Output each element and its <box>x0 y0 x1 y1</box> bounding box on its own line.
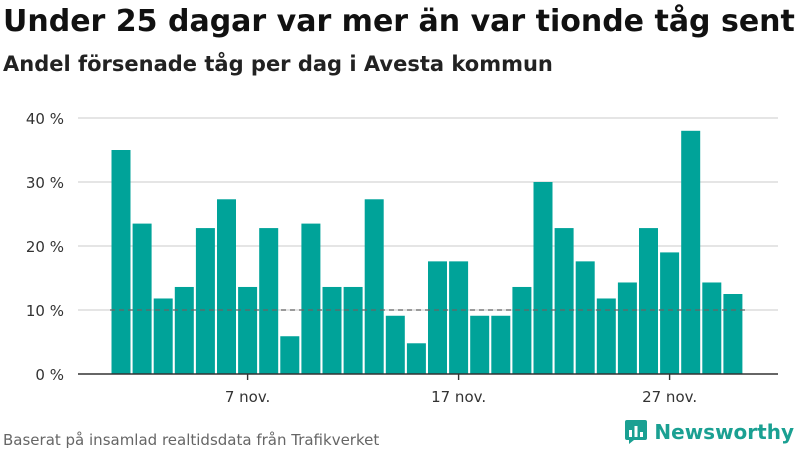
bar <box>491 315 511 374</box>
bar <box>470 315 490 374</box>
brand-logo: Newsworthy <box>624 419 794 445</box>
bar <box>512 286 532 374</box>
bar <box>322 286 342 374</box>
x-tick-labels: 7 nov. 17 nov. 27 nov. <box>225 388 697 406</box>
bar-chart: 0 % 10 % 20 % 30 % 40 % 7 nov. 17 nov. 27 nov. <box>26 110 778 406</box>
y-tick-labels: 0 % 10 % 20 % 30 % 40 % <box>26 110 64 384</box>
bar <box>681 130 701 374</box>
bar <box>723 294 743 374</box>
chart-title: Under 25 dagar var mer än var tionde tåg… <box>3 4 795 39</box>
bar <box>153 298 173 374</box>
bar <box>364 199 384 374</box>
bar <box>132 223 152 374</box>
bar <box>259 228 279 374</box>
bar <box>575 261 595 374</box>
bar <box>702 282 722 374</box>
brand-name: Newsworthy <box>654 420 794 444</box>
bar <box>195 228 215 374</box>
y-tick-label: 30 % <box>26 174 64 192</box>
bar <box>174 286 194 374</box>
bar <box>428 261 447 374</box>
bars <box>111 130 743 374</box>
chart-subtitle: Andel försenade tåg per dag i Avesta kom… <box>3 52 553 76</box>
bar <box>596 298 616 374</box>
x-tick-label: 27 nov. <box>642 388 697 406</box>
bar <box>639 228 658 374</box>
bar <box>301 223 321 374</box>
x-axis <box>78 373 778 380</box>
y-tick-label: 40 % <box>26 110 64 128</box>
y-tick-label: 0 % <box>35 366 64 384</box>
bar <box>111 150 131 374</box>
bar <box>554 228 574 374</box>
bar <box>238 286 258 374</box>
bar <box>406 343 426 374</box>
source-note: Baserat på insamlad realtidsdata från Tr… <box>3 431 380 449</box>
bar <box>533 182 553 374</box>
bar <box>660 252 680 374</box>
bar <box>280 336 300 374</box>
y-tick-label: 10 % <box>26 302 64 320</box>
y-tick-label: 20 % <box>26 238 64 256</box>
newsworthy-logo-icon <box>625 420 648 444</box>
bar <box>385 315 405 374</box>
x-tick-label: 17 nov. <box>431 388 486 406</box>
bar <box>449 261 469 374</box>
x-tick-label: 7 nov. <box>225 388 270 406</box>
bar <box>617 282 637 374</box>
bar <box>343 286 363 374</box>
bar <box>217 199 236 374</box>
